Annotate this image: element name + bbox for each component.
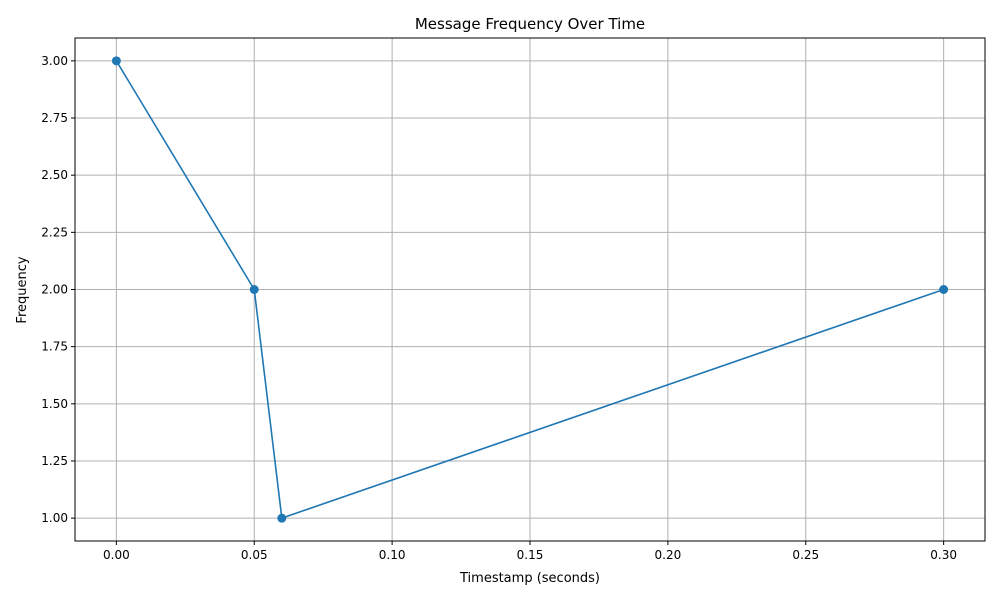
grid — [75, 38, 985, 541]
y-tick-label: 2.25 — [41, 225, 68, 239]
x-tick-label: 0.05 — [241, 548, 268, 562]
x-tick-label: 0.15 — [517, 548, 544, 562]
y-tick-label: 1.75 — [41, 340, 68, 354]
y-tick-label: 3.00 — [41, 54, 68, 68]
x-axis-label: Timestamp (seconds) — [459, 571, 600, 586]
y-tick-label: 2.00 — [41, 283, 68, 297]
y-tick-label: 1.25 — [41, 454, 68, 468]
y-axis-label: Frequency — [15, 256, 30, 323]
chart-title: Message Frequency Over Time — [415, 15, 645, 33]
x-tick-label: 0.10 — [379, 548, 406, 562]
data-point — [939, 285, 949, 294]
data-point — [277, 513, 287, 523]
series-line — [115, 60, 944, 519]
x-tick-label: 0.25 — [792, 548, 819, 562]
series-layer — [111, 56, 949, 523]
y-tick-label: 1.00 — [41, 511, 68, 525]
x-tick-label: 0.20 — [655, 548, 682, 562]
y-tick-label: 2.75 — [41, 111, 68, 125]
data-point — [249, 285, 259, 294]
y-tick-label: 2.50 — [41, 168, 68, 182]
x-tick-label: 0.00 — [103, 548, 130, 562]
data-point — [111, 56, 121, 66]
y-tick-label: 1.50 — [41, 397, 68, 411]
ticks: 0.00 0.05 0.10 0.15 0.20 0.25 0.30 1.00 1.25 1.50… — [41, 54, 957, 562]
x-tick-label: 0.30 — [930, 548, 957, 562]
